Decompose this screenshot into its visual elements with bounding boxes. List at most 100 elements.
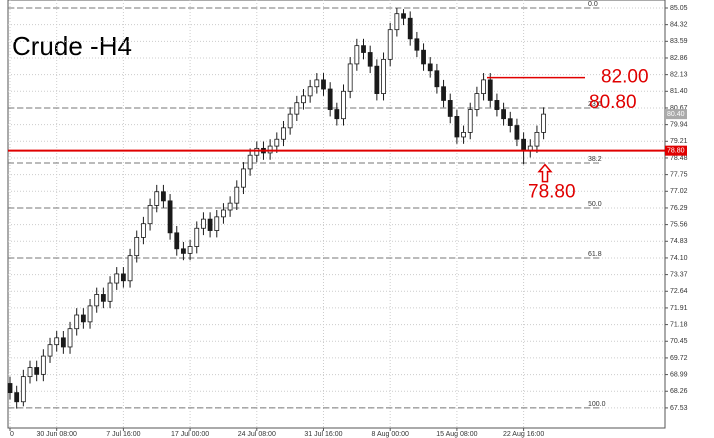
candle-body: [94, 294, 100, 307]
candle-body: [267, 145, 273, 154]
y-tick-label: 68.99: [670, 371, 688, 378]
candle-body: [381, 58, 386, 94]
candle-body: [474, 93, 480, 110]
candle-body: [234, 186, 240, 204]
candle-body: [114, 273, 120, 284]
y-tick-label: 79.94: [670, 121, 688, 128]
candle-body: [174, 232, 180, 250]
candle-body: [214, 216, 220, 231]
candle-body: [327, 88, 333, 110]
candle-body: [40, 355, 46, 375]
candle-body: [501, 109, 506, 120]
y-tick-label: 78.48: [670, 155, 688, 162]
candle-body: [301, 95, 306, 104]
last-price-box: [665, 109, 687, 120]
candle-body: [507, 118, 513, 126]
candle-body: [494, 100, 500, 110]
x-tick-label: 15 Aug 08:00: [436, 431, 477, 438]
candle-body: [147, 205, 153, 225]
candle-body: [187, 246, 193, 254]
candle-body: [181, 248, 186, 254]
candle-body: [521, 138, 526, 152]
candle-body: [421, 49, 426, 65]
candle-body: [127, 255, 133, 282]
candle-body: [134, 236, 140, 257]
candle-body: [487, 79, 493, 101]
y-tick-label: 71.91: [670, 305, 688, 312]
candle-body: [254, 147, 260, 156]
candle-body: [427, 63, 433, 72]
candle-body: [47, 344, 53, 357]
candle-body: [67, 328, 73, 348]
candle-body: [207, 218, 213, 231]
candle-body: [321, 79, 326, 90]
x-tick-label: 17 Jul 00:00: [171, 431, 209, 438]
candle-body: [27, 367, 33, 378]
candle-body: [314, 79, 320, 88]
candle-body: [281, 127, 286, 140]
candle-body: [441, 86, 446, 101]
candle-body: [361, 45, 366, 53]
y-tick-label: 77.75: [670, 171, 688, 178]
x-tick-label: 8 Aug 00:00: [372, 431, 409, 438]
x-tick-label: 30 Jun 08:00: [36, 431, 77, 438]
candle-body: [514, 125, 520, 140]
candle-body: [534, 131, 540, 147]
candle-body: [74, 314, 80, 330]
plot-frame: [7, 0, 666, 429]
candle-body: [274, 138, 280, 147]
candle-body: [87, 305, 93, 323]
fib-label: 23.6: [588, 101, 602, 108]
candle-body: [14, 392, 20, 403]
candle-body: [481, 79, 486, 94]
y-tick-label: 81.40: [670, 88, 688, 95]
y-tick-label: 85.05: [670, 5, 688, 12]
candle-body: [367, 52, 373, 67]
candle-body: [307, 86, 313, 97]
y-tick-label: 71.18: [670, 321, 688, 328]
candle-body: [354, 45, 360, 65]
y-tick-label: 79.21: [670, 138, 688, 145]
candle-body: [60, 337, 66, 348]
y-tick-label: 70.45: [670, 338, 688, 345]
x-tick-label: 0: [10, 431, 14, 438]
candle-body: [407, 17, 413, 40]
x-tick-label: 22 Aug 16:00: [503, 431, 544, 438]
y-tick-label: 84.32: [670, 21, 688, 28]
y-tick-label: 77.02: [670, 188, 688, 195]
y-tick-label: 73.37: [670, 271, 688, 278]
y-tick-label: 82.13: [670, 71, 688, 78]
x-tick-label: 24 Jul 08:00: [238, 431, 276, 438]
candle-body: [401, 13, 406, 19]
candle-body: [467, 109, 473, 133]
candle-body: [80, 314, 86, 323]
fib-label: 38.2: [588, 156, 602, 163]
candle-body: [434, 70, 440, 88]
level-label: 80.80: [589, 92, 637, 113]
candle-body: [387, 29, 393, 60]
fib-label: 50.0: [588, 201, 602, 208]
candle-body: [54, 337, 60, 346]
y-tick-label: 72.64: [670, 288, 688, 295]
y-tick-label: 68.26: [670, 388, 688, 395]
arrow-up: [537, 163, 553, 183]
x-tick-label: 31 Jul 16:00: [304, 431, 342, 438]
candle-body: [347, 63, 353, 92]
candle-body: [394, 13, 400, 31]
candle-body: [20, 376, 26, 403]
support-annotation: 78.80: [528, 182, 576, 203]
candle-body: [194, 227, 200, 247]
candle-body: [120, 273, 126, 282]
x-tick-label: 7 Jul 16:00: [106, 431, 140, 438]
candle-body: [141, 223, 146, 238]
candle-body: [287, 113, 293, 129]
candle-body: [221, 209, 226, 218]
candle-body: [334, 109, 340, 120]
y-tick-label: 82.86: [670, 55, 688, 62]
candle-body: [414, 38, 420, 51]
y-tick-label: 76.29: [670, 205, 688, 212]
candle-body: [374, 65, 380, 94]
candle-body: [294, 102, 300, 115]
fib-label: 0.0: [588, 1, 598, 8]
